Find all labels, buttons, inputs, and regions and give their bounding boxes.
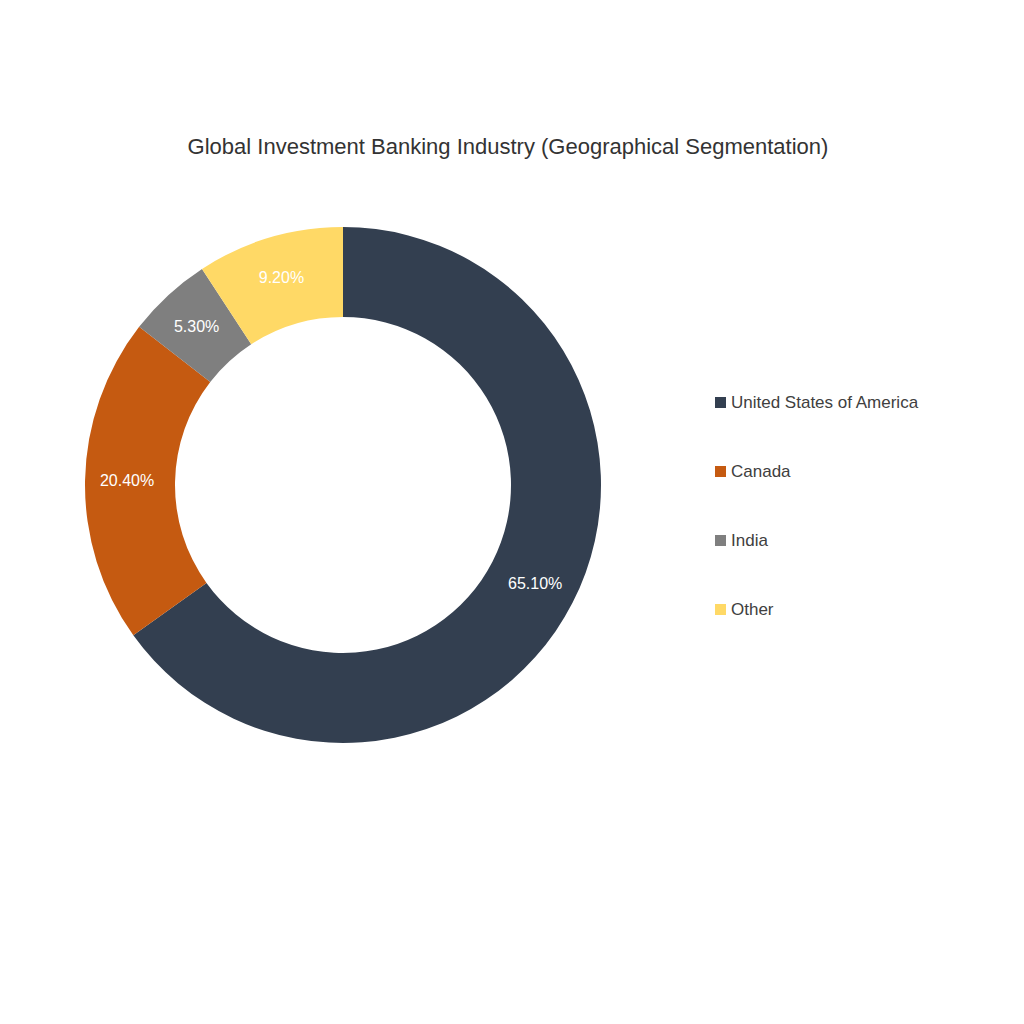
svg-text:Canada: Canada [731, 462, 791, 481]
svg-text:65.10%: 65.10% [508, 575, 562, 592]
svg-text:India: India [731, 531, 768, 550]
svg-text:United States of America: United States of America [731, 393, 919, 412]
svg-text:5.30%: 5.30% [174, 318, 219, 335]
svg-text:9.20%: 9.20% [259, 269, 304, 286]
svg-text:20.40%: 20.40% [100, 472, 154, 489]
svg-text:Global Investment Banking Indu: Global Investment Banking Industry (Geog… [188, 134, 829, 159]
svg-text:Other: Other [731, 600, 774, 619]
